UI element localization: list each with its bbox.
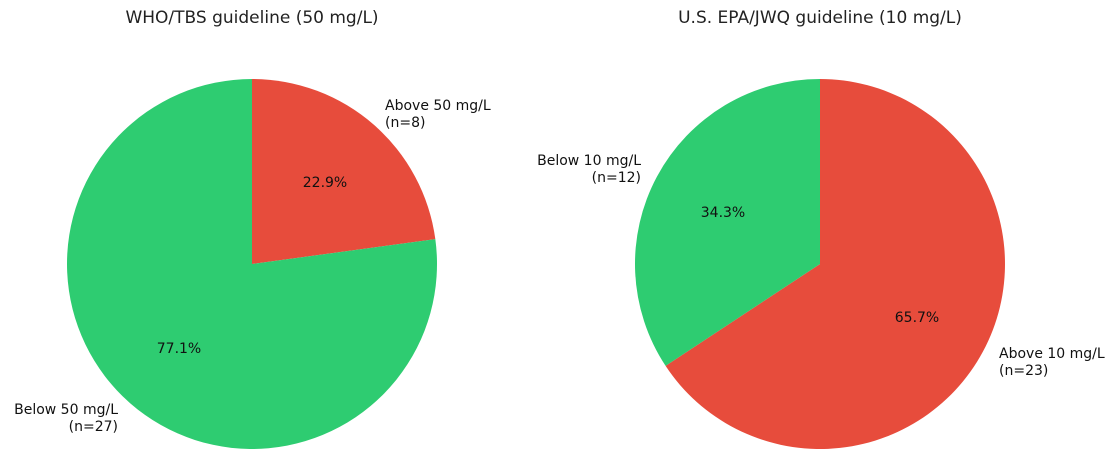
slice-label-above: Above 10 mg/L xyxy=(999,346,1105,362)
pie-slice-below xyxy=(67,79,438,450)
percent-label-above: 65.7% xyxy=(895,310,939,326)
slice-label-below: Below 50 mg/L xyxy=(14,402,118,418)
chart-title: WHO/TBS guideline (50 mg/L) xyxy=(125,8,378,28)
percent-label-below: 34.3% xyxy=(701,205,745,221)
chart-epa-jwq: U.S. EPA/JWQ guideline (10 mg/L) 65.7% 3… xyxy=(537,8,1105,449)
chart-who-tbs: WHO/TBS guideline (50 mg/L) 22.9% 77.1% … xyxy=(14,8,491,450)
slice-count-above: (n=23) xyxy=(999,363,1048,379)
pie-slice-above xyxy=(252,78,436,264)
slice-count-above: (n=8) xyxy=(385,115,425,131)
slice-label-above: Above 50 mg/L xyxy=(385,98,491,114)
percent-label-above: 22.9% xyxy=(303,175,347,191)
percent-label-below: 77.1% xyxy=(157,341,201,357)
slice-count-below: (n=27) xyxy=(69,419,118,435)
chart-title: U.S. EPA/JWQ guideline (10 mg/L) xyxy=(678,8,962,28)
pie-slice-above xyxy=(665,79,1005,449)
slice-count-below: (n=12) xyxy=(592,170,641,186)
pie-slice-below xyxy=(634,79,820,366)
slice-label-below: Below 10 mg/L xyxy=(537,153,641,169)
